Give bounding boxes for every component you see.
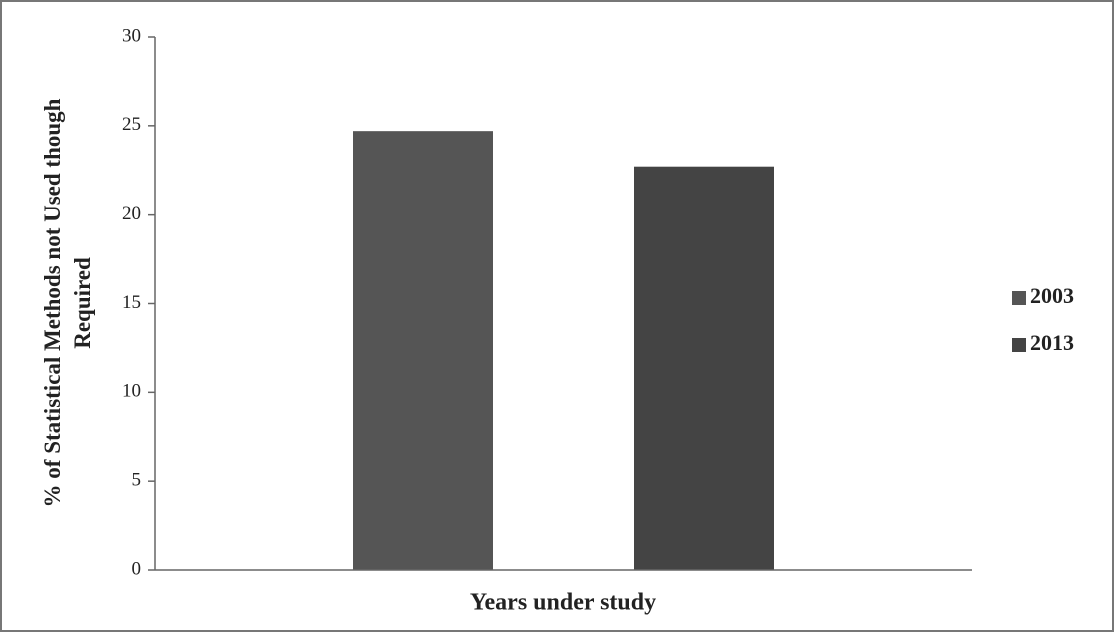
y-tick-label: 15 xyxy=(122,292,141,313)
bar xyxy=(634,166,774,571)
legend-swatch xyxy=(1012,338,1026,352)
legend-swatch xyxy=(1012,291,1026,305)
y-tick-label: 25 xyxy=(122,114,141,135)
y-tick-label: 0 xyxy=(132,558,142,579)
y-tick-label: 5 xyxy=(132,470,142,491)
legend-label: 2013 xyxy=(1030,330,1074,355)
legend-label: 2003 xyxy=(1030,283,1074,308)
bar xyxy=(353,131,493,570)
y-tick-label: 30 xyxy=(122,25,141,46)
y-tick-label: 10 xyxy=(122,381,141,402)
y-axis-title: % of Statistical Methods not Used though… xyxy=(40,98,95,508)
x-axis-title: Years under study xyxy=(470,590,656,616)
y-tick-label: 20 xyxy=(122,203,141,224)
